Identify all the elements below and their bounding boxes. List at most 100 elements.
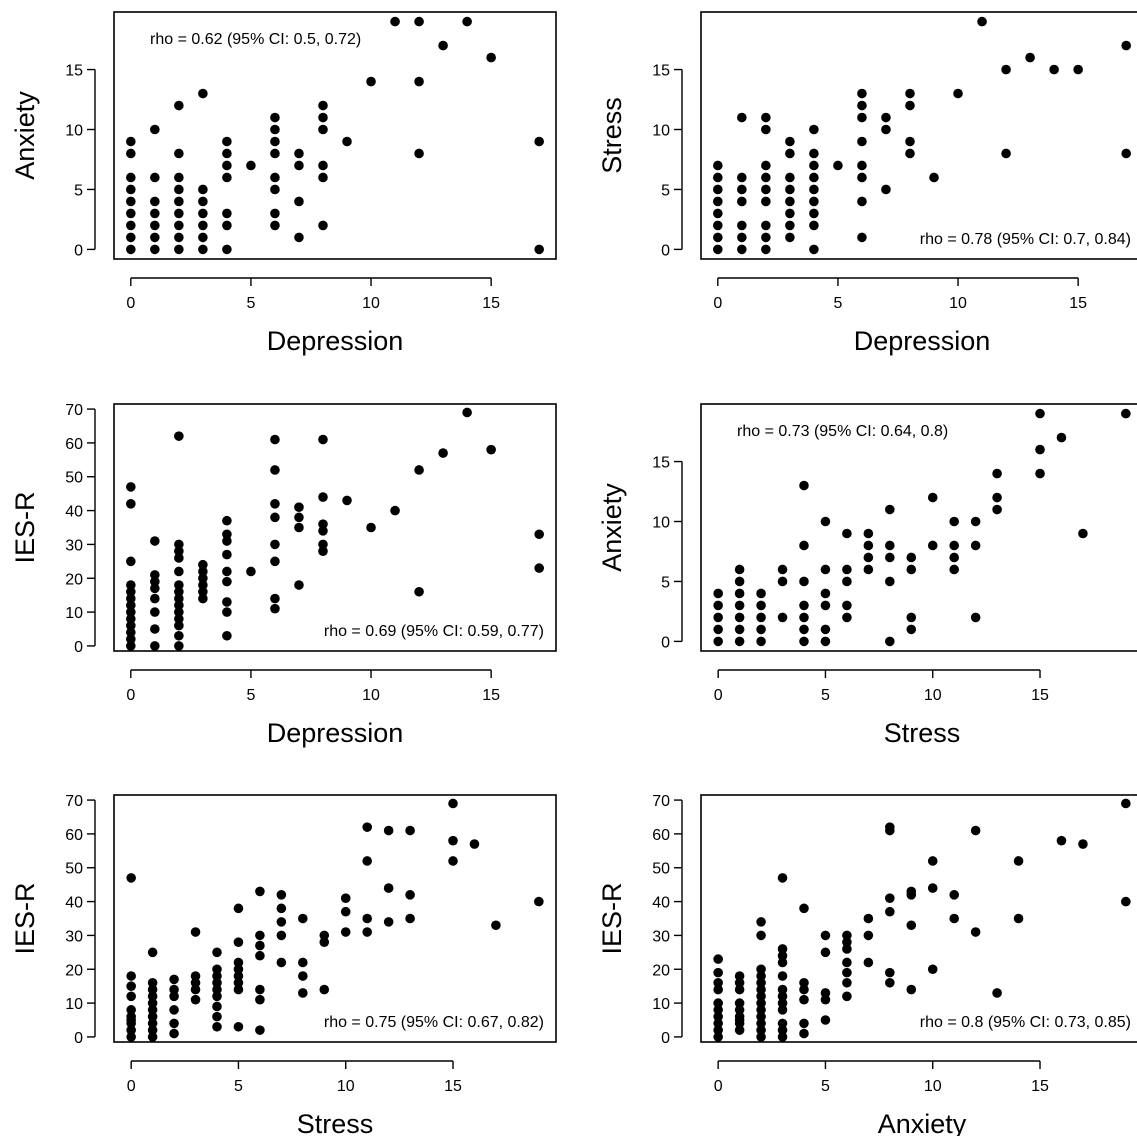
data-point [756, 636, 766, 647]
data-point [246, 566, 256, 577]
data-point [842, 977, 852, 988]
data-point [785, 172, 795, 183]
data-point [992, 468, 1002, 479]
data-point [756, 977, 766, 988]
data-point [777, 944, 788, 954]
data-point [222, 630, 232, 641]
data-point [126, 208, 136, 219]
data-point [756, 1018, 766, 1029]
data-point [150, 593, 160, 604]
data-point [842, 944, 852, 954]
data-point [147, 947, 158, 958]
data-point [820, 516, 831, 527]
data-point [905, 100, 915, 111]
data-point [820, 564, 831, 575]
y-tick-label: 70 [652, 793, 670, 810]
data-point [150, 641, 160, 651]
data-point [1001, 64, 1011, 75]
data-point [270, 539, 280, 550]
data-point [198, 208, 208, 219]
data-point [777, 991, 788, 1002]
data-point [929, 172, 939, 183]
data-point [785, 136, 795, 147]
data-point [276, 930, 287, 941]
y-tick-label: 5 [661, 182, 670, 199]
data-point [857, 172, 867, 183]
data-point [777, 873, 788, 883]
data-point [799, 977, 809, 988]
data-point [713, 160, 723, 171]
y-tick-label: 10 [652, 123, 670, 140]
x-tick-label: 15 [1031, 1078, 1049, 1095]
correlation-annotation: rho = 0.73 (95% CI: 0.64, 0.8) [737, 423, 948, 440]
y-tick-label: 20 [652, 962, 670, 979]
y-tick-label: 10 [65, 123, 83, 140]
data-point [713, 172, 723, 183]
data-point [362, 822, 372, 832]
data-point [233, 957, 244, 968]
x-tick-label: 10 [949, 295, 967, 312]
data-point [147, 977, 158, 988]
data-point [809, 172, 819, 183]
data-point [126, 614, 136, 624]
data-point [820, 1015, 831, 1025]
data-point [799, 636, 809, 647]
data-point [126, 873, 136, 883]
data-point [799, 984, 809, 995]
scatter-panel-2: 0 5 10 15 0 5 10 15 Depression Stress rho = 0.78 (… [597, 11, 1137, 356]
data-point [174, 196, 184, 207]
data-point [785, 208, 795, 219]
data-point [799, 1028, 809, 1039]
data-point [438, 448, 448, 458]
data-point [734, 998, 745, 1008]
data-point [761, 112, 771, 123]
data-point [486, 444, 496, 455]
data-point [414, 148, 424, 159]
data-point [198, 580, 208, 590]
data-point [881, 184, 891, 195]
data-point [319, 930, 330, 941]
y-tick-label: 5 [74, 182, 83, 199]
data-point [169, 984, 179, 995]
data-point [713, 624, 723, 635]
data-point [906, 552, 917, 563]
data-point [462, 16, 472, 27]
data-point [276, 890, 287, 900]
data-point [174, 566, 184, 577]
y-tick-label: 10 [65, 996, 83, 1013]
data-point [734, 612, 745, 623]
data-point [734, 1011, 745, 1022]
data-point [414, 76, 424, 87]
data-point [737, 172, 747, 183]
data-point [147, 1005, 158, 1015]
data-point [713, 184, 723, 195]
data-point [734, 588, 745, 599]
data-point [777, 950, 788, 961]
data-point [174, 172, 184, 183]
data-point [298, 957, 308, 968]
data-point [734, 971, 745, 981]
data-point [255, 1025, 265, 1035]
data-point [233, 971, 244, 981]
data-point [270, 136, 280, 147]
data-point [842, 564, 852, 575]
data-point [970, 927, 981, 937]
data-point [222, 597, 232, 607]
data-point [174, 184, 184, 195]
data-point [713, 588, 723, 599]
x-tick-label: 5 [246, 687, 255, 704]
data-point [949, 552, 959, 563]
data-point [534, 563, 544, 573]
data-point [150, 196, 160, 207]
data-point [390, 16, 400, 27]
data-point [126, 981, 136, 991]
x-tick-label: 15 [482, 295, 500, 312]
data-point [126, 148, 136, 159]
x-tick-label: 0 [126, 687, 135, 704]
data-point [405, 913, 415, 924]
data-point [777, 998, 788, 1008]
data-point [842, 957, 852, 968]
data-point [1121, 798, 1131, 809]
data-point [222, 529, 232, 540]
correlation-annotation: rho = 0.75 (95% CI: 0.67, 0.82) [324, 1014, 544, 1031]
